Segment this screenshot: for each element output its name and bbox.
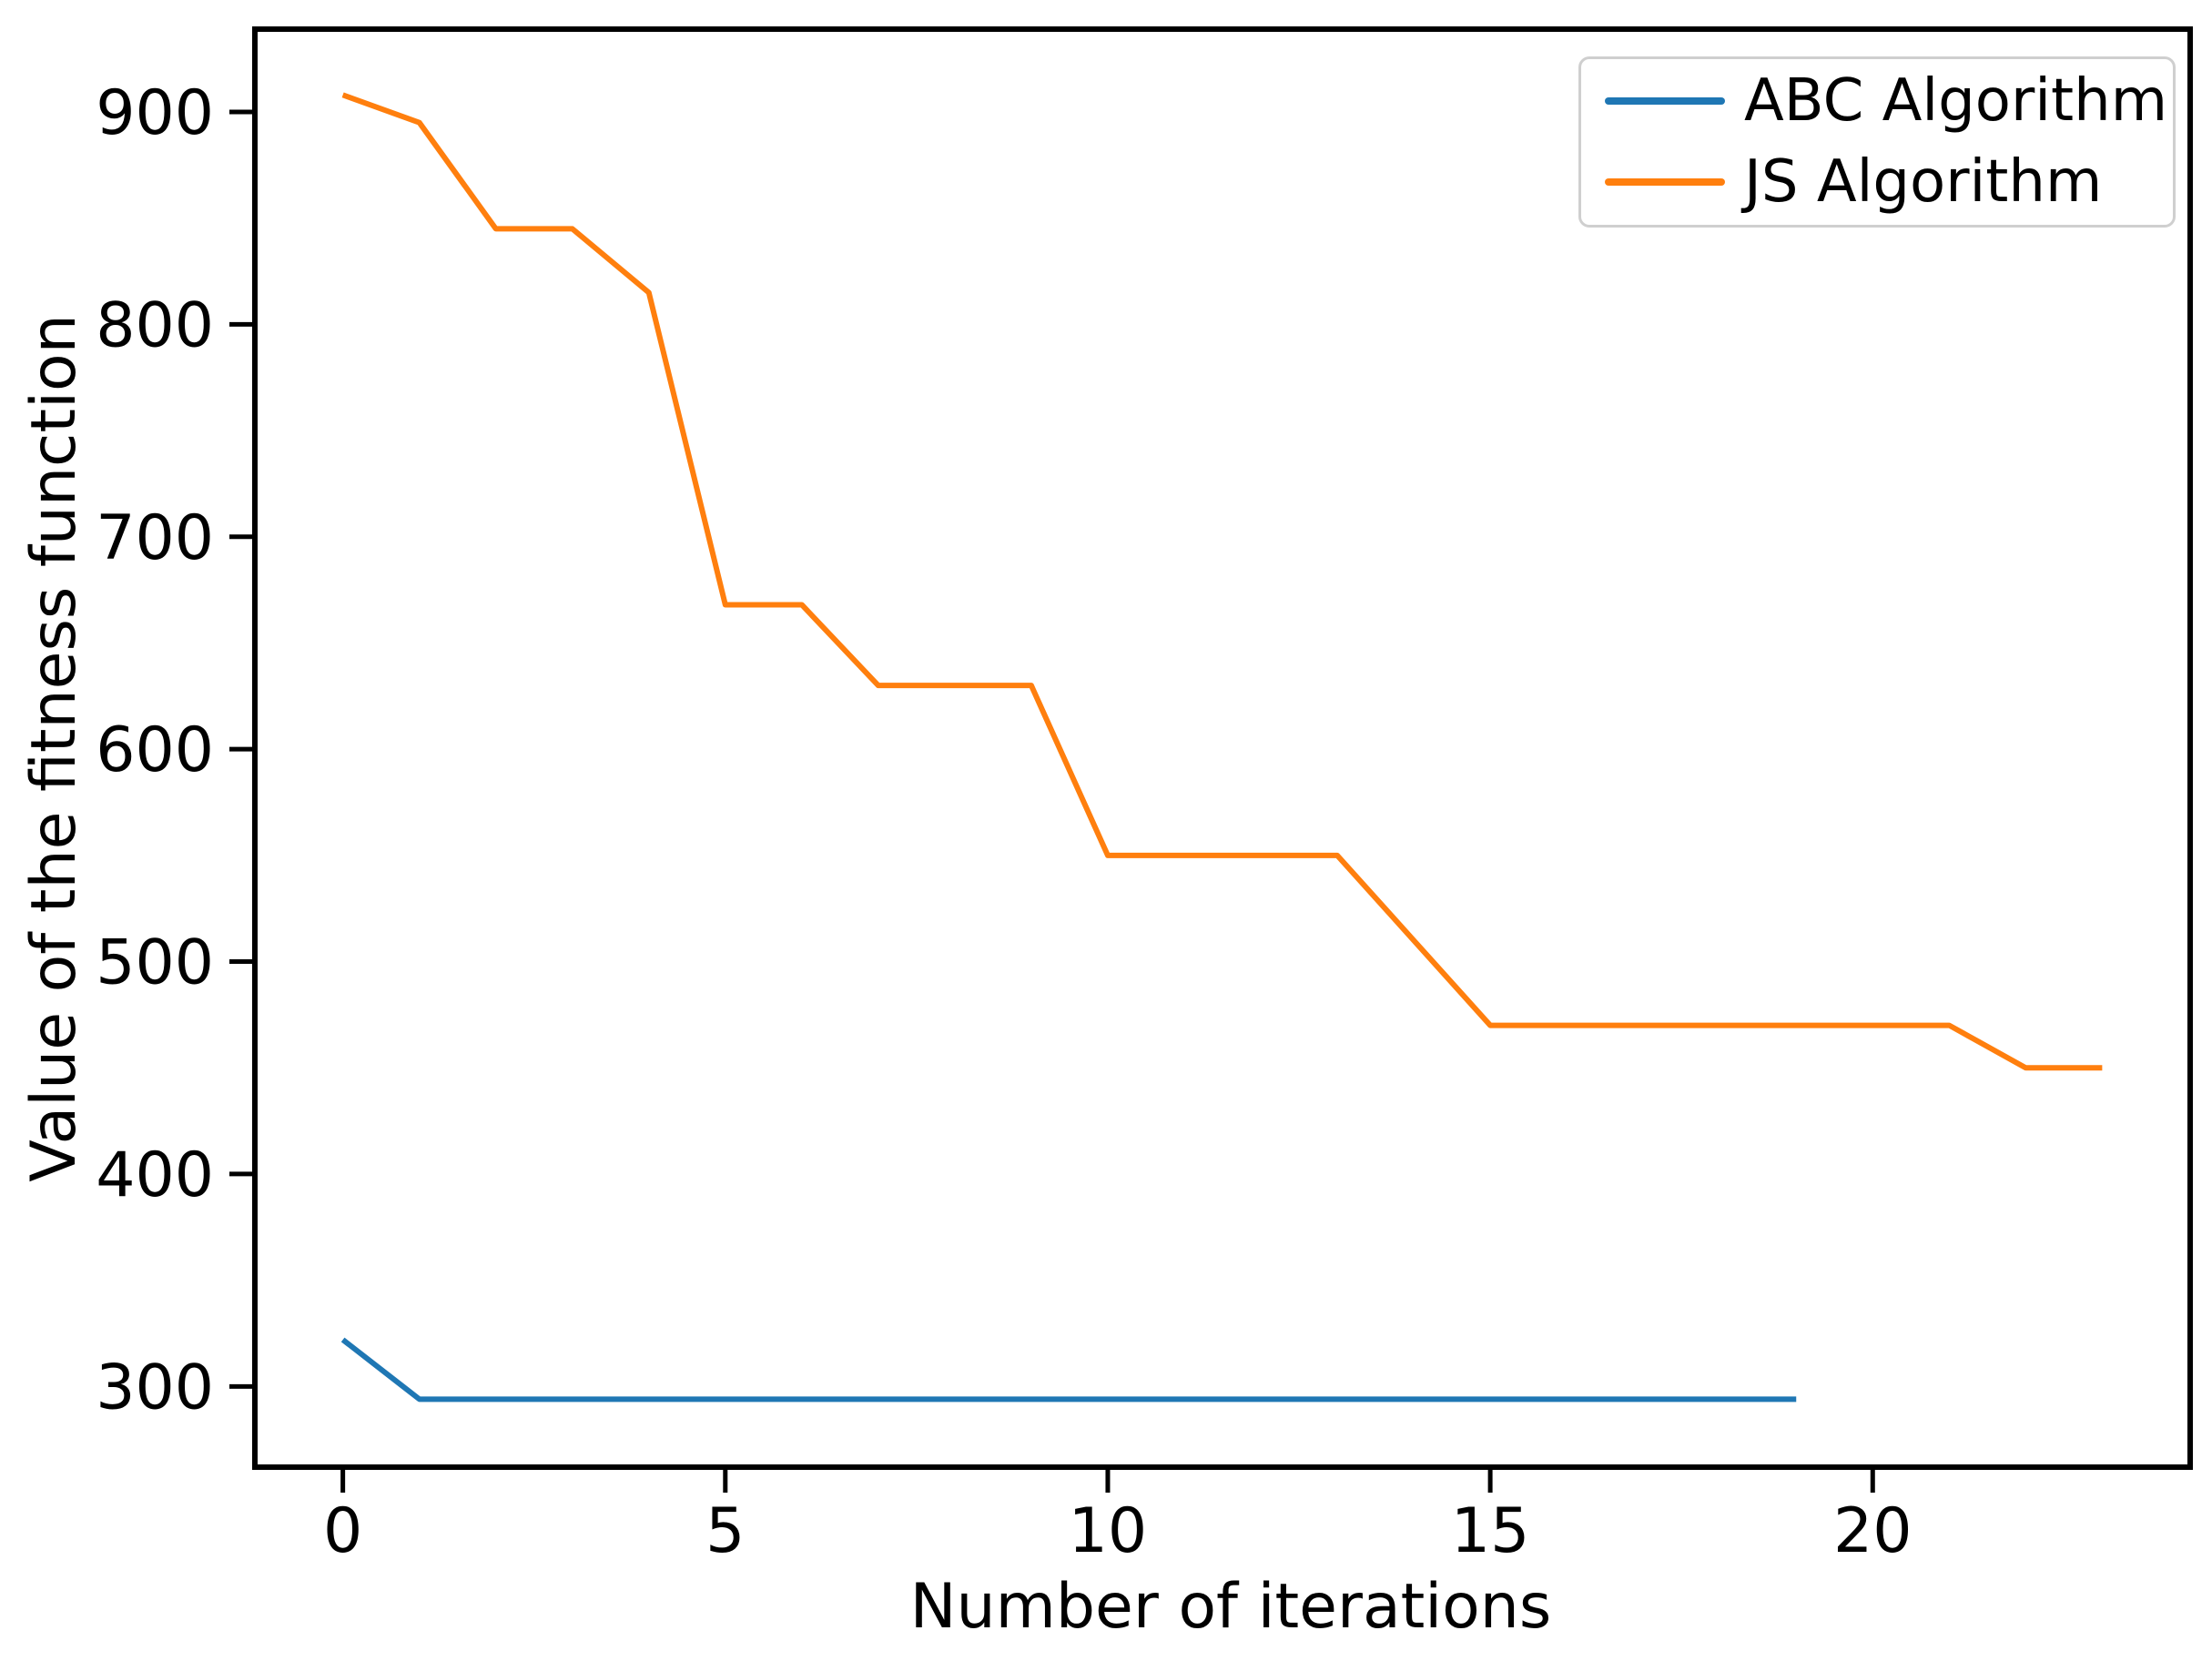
js-algorithm-series-line [341, 92, 2103, 1071]
y-tick-label-700: 700 [96, 502, 214, 574]
js-algorithm-line-swatch [1605, 178, 1725, 186]
abc-algorithm-series-line [340, 1337, 1797, 1403]
y-tick-label-900: 900 [96, 77, 214, 149]
y-tick-label-400: 400 [96, 1139, 214, 1211]
x-axis-title: Number of iterations [910, 1571, 1552, 1643]
y-axis-title: Value of the fitness function [18, 314, 90, 1181]
js-algorithm-legend-label: JS Algorithm [1744, 148, 2103, 216]
legend: ABC Algorithm JS Algorithm [1578, 56, 2176, 228]
y-tick-label-300: 300 [96, 1352, 214, 1423]
x-tick-label-15: 15 [1451, 1495, 1530, 1567]
plot-area: 0 5 10 15 20 300 400 500 600 700 800 900 [96, 26, 2193, 1567]
x-tick-label-10: 10 [1069, 1495, 1148, 1567]
x-tick-label-20: 20 [1833, 1495, 1913, 1567]
y-tick-label-600: 600 [96, 714, 214, 786]
y-tick-label-500: 500 [96, 927, 214, 999]
abc-algorithm-line-swatch [1605, 97, 1725, 105]
abc-algorithm-legend-label: ABC Algorithm [1744, 67, 2168, 135]
axes-spines [252, 26, 2193, 1470]
x-tick-label-5: 5 [705, 1495, 745, 1567]
x-tick-label-0: 0 [323, 1495, 362, 1567]
y-tick-label-800: 800 [96, 289, 214, 361]
